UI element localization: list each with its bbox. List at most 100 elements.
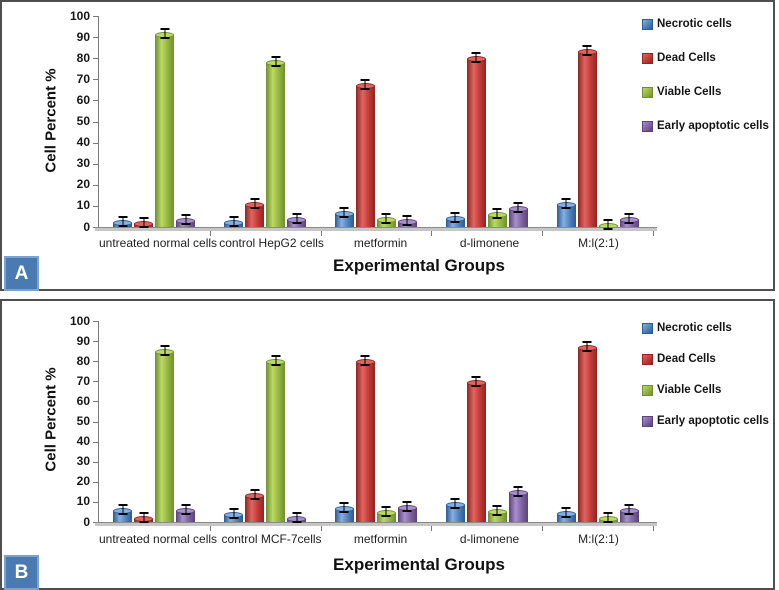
legend-item-viable-cells: Viable Cells (642, 384, 778, 396)
y-tick-mark (93, 58, 99, 60)
bar-viable-cells (598, 511, 618, 523)
bar-dead-cells (466, 376, 486, 523)
y-tick-mark (93, 184, 99, 186)
plot-area (99, 321, 653, 524)
y-tick-mark (93, 121, 99, 123)
error-bar (561, 197, 571, 209)
bar-dead-cells (577, 44, 597, 228)
y-tick-mark (93, 37, 99, 39)
bar-necrotic-cells (334, 207, 354, 228)
y-tick-mark (93, 421, 99, 423)
error-bar (492, 208, 502, 220)
bar-group (431, 52, 542, 228)
category-labels: untreated normal cells control HepG2 cell… (99, 236, 653, 250)
bar-viable-cells (598, 218, 618, 230)
bar-group (210, 355, 321, 523)
category-boundary-tick (209, 526, 211, 531)
error-bar (181, 503, 191, 515)
bar-group (542, 341, 653, 523)
error-bar (118, 215, 128, 227)
error-bar (624, 212, 634, 224)
y-tick-label: 40 (76, 434, 90, 449)
bar-early-apoptotic-cells (619, 503, 639, 523)
legend-label: Early apoptotic cells (657, 415, 769, 427)
chart-a: Cell Percent % 0 10 20 30 40 50 60 70 80 90 100 un… (2, 2, 773, 289)
chart-b: Cell Percent % 0 10 20 30 40 50 60 70 80 90 100 un… (2, 301, 773, 588)
legend-marker-dead-cells (642, 353, 653, 365)
legend-item-necrotic-cells: Necrotic cells (642, 322, 778, 334)
bar-dead-cells (134, 217, 154, 229)
error-bar (471, 376, 481, 388)
error-bar (360, 78, 370, 90)
y-tick-mark (93, 441, 99, 443)
bar-viable-cells (487, 208, 507, 228)
bar-viable-cells (155, 345, 175, 523)
x-axis-line (95, 522, 657, 526)
category-boundary-tick (320, 231, 322, 236)
y-tick-label: 90 (76, 333, 90, 348)
bar-group (210, 56, 321, 228)
y-tick-label: 10 (76, 494, 90, 509)
category-label: control MCF-7cells (221, 532, 322, 546)
legend-marker-necrotic-cells (642, 322, 653, 334)
y-tick-mark (93, 321, 99, 322)
bar-group (321, 355, 432, 523)
bar-early-apoptotic-cells (508, 485, 528, 523)
bar-viable-cells (376, 505, 396, 523)
bar-dead-cells (355, 355, 375, 523)
y-axis-line (98, 321, 99, 526)
y-tick-label: 20 (76, 177, 90, 192)
y-tick-label: 0 (83, 219, 90, 234)
error-bar (492, 504, 502, 516)
error-bar (471, 52, 481, 64)
error-bar (603, 218, 613, 230)
category-label: d-limonene (459, 236, 520, 250)
bar-group (99, 345, 210, 524)
y-tick-label: 80 (76, 50, 90, 65)
bar-group (431, 376, 542, 523)
bar-necrotic-cells (445, 497, 465, 523)
category-boundary-tick (431, 526, 433, 531)
bar-necrotic-cells (224, 216, 244, 228)
bar-necrotic-cells (445, 211, 465, 228)
error-bar (582, 341, 592, 353)
error-bar (381, 212, 391, 224)
bar-viable-cells (487, 504, 507, 523)
bar-early-apoptotic-cells (397, 500, 417, 523)
error-bar (139, 512, 149, 524)
error-bar (561, 506, 571, 518)
y-tick-mark (93, 16, 99, 17)
y-tick-label: 50 (76, 114, 90, 128)
y-axis-line (98, 16, 99, 231)
error-bar (292, 212, 302, 224)
y-tick-mark (93, 381, 99, 383)
y-tick-label: 80 (76, 353, 90, 368)
category-boundary-tick (209, 231, 211, 236)
y-tick-label: 10 (76, 198, 90, 213)
legend-item-early-apoptotic-cells: Early apoptotic cells (642, 120, 778, 132)
error-bar (250, 197, 260, 209)
error-bar (271, 355, 281, 367)
legend-item-dead-cells: Dead Cells (642, 353, 778, 365)
y-tick-label: 30 (76, 156, 90, 171)
category-label: d-limonene (459, 532, 520, 546)
y-tick-mark (93, 481, 99, 483)
legend-marker-early-apoptotic-cells (642, 415, 653, 427)
legend-marker-viable-cells (642, 86, 653, 98)
error-bar (603, 511, 613, 523)
error-bar (450, 211, 460, 223)
y-tick-mark (93, 501, 99, 503)
y-tick-mark (93, 100, 99, 102)
error-bar (513, 202, 523, 214)
category-label: M:l(2:1) (578, 236, 619, 250)
y-tick-mark (93, 341, 99, 343)
bar-necrotic-cells (224, 507, 244, 523)
bar-viable-cells (155, 27, 175, 228)
error-bar (139, 217, 149, 229)
legend-label: Dead Cells (657, 353, 716, 365)
category-label: M:l(2:1) (578, 532, 619, 546)
panel-label-a: A (4, 256, 39, 291)
error-bar (271, 56, 281, 68)
bar-early-apoptotic-cells (619, 212, 639, 228)
bar-group (542, 44, 653, 230)
